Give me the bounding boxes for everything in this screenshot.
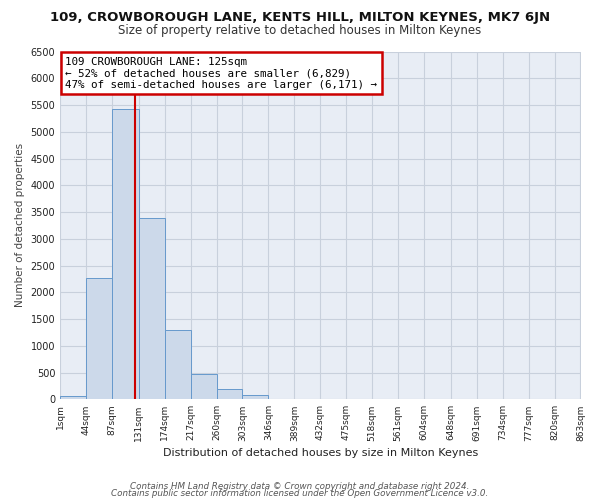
Bar bbox=[164, 330, 191, 400]
Bar bbox=[139, 218, 164, 400]
Y-axis label: Number of detached properties: Number of detached properties bbox=[15, 144, 25, 308]
Bar bbox=[242, 395, 268, 400]
Text: 109 CROWBOROUGH LANE: 125sqm
← 52% of detached houses are smaller (6,829)
47% of: 109 CROWBOROUGH LANE: 125sqm ← 52% of de… bbox=[65, 56, 377, 90]
Bar bbox=[217, 389, 242, 400]
X-axis label: Distribution of detached houses by size in Milton Keynes: Distribution of detached houses by size … bbox=[163, 448, 478, 458]
Text: Size of property relative to detached houses in Milton Keynes: Size of property relative to detached ho… bbox=[118, 24, 482, 37]
Text: Contains HM Land Registry data © Crown copyright and database right 2024.: Contains HM Land Registry data © Crown c… bbox=[130, 482, 470, 491]
Text: Contains public sector information licensed under the Open Government Licence v3: Contains public sector information licen… bbox=[112, 489, 488, 498]
Bar bbox=[86, 278, 112, 400]
Text: 109, CROWBOROUGH LANE, KENTS HILL, MILTON KEYNES, MK7 6JN: 109, CROWBOROUGH LANE, KENTS HILL, MILTO… bbox=[50, 11, 550, 24]
Bar bbox=[112, 109, 139, 400]
Bar bbox=[191, 374, 217, 400]
Bar bbox=[60, 396, 86, 400]
